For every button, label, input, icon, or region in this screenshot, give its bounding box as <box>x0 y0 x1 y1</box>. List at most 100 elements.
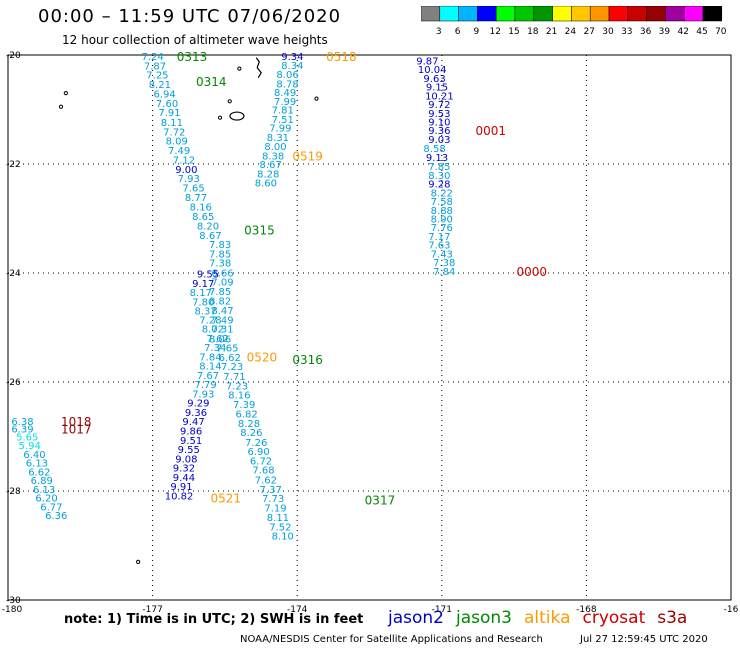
wave-height-value: 8.10 <box>272 532 294 543</box>
wave-height-value: 8.30 <box>428 171 450 182</box>
wave-height-value: 7.34 <box>204 343 226 354</box>
wave-height-value: 10.04 <box>418 65 447 76</box>
wave-height-value: 5.65 <box>16 433 38 444</box>
wave-height-value: 7.49 <box>168 146 190 157</box>
tongatapu-island-outline <box>229 111 245 121</box>
wave-height-value: 8.14 <box>199 362 221 373</box>
wave-height-value: 9.87 <box>416 56 438 67</box>
wave-height-value: 8.37 <box>194 307 216 318</box>
wave-height-value: 6.72 <box>250 456 272 467</box>
legend-item-altika: altika <box>524 608 571 628</box>
colorbar-label: 70 <box>715 27 727 37</box>
y-tick-label: -24 <box>6 269 21 279</box>
wave-height-value: 9.15 <box>426 83 448 94</box>
wave-height-value: 8.67 <box>260 160 282 171</box>
wave-height-value: 8.11 <box>161 118 183 129</box>
island-outline <box>58 104 64 109</box>
wave-height-value: 8.16 <box>228 391 250 402</box>
pass-id-label: 1018 <box>61 415 92 429</box>
footer-note: note: 1) Time is in UTC; 2) SWH is in fe… <box>64 612 364 627</box>
wave-height-value: 8.67 <box>199 231 221 242</box>
wave-height-value: 9.55 <box>178 445 200 456</box>
wave-height-value: 8.88 <box>431 206 453 217</box>
credit-line: NOAA/NESDIS Center for Satellite Applica… <box>240 634 543 645</box>
wave-height-value: 7.83 <box>209 240 231 251</box>
wave-height-value: 8.90 <box>431 215 453 226</box>
wave-height-value: 7.09 <box>211 278 233 289</box>
wave-height-value: 7.85 <box>209 249 231 260</box>
wave-height-value: 9.13 <box>426 153 448 164</box>
colorbar-label: 45 <box>696 27 707 37</box>
x-tick-label: -16 <box>724 605 739 615</box>
colorbar-label: 3 <box>436 27 442 37</box>
wave-height-value: 6.66 <box>211 268 233 279</box>
wave-height-value: 7.99 <box>274 97 296 108</box>
wave-height-value: 7.72 <box>163 127 185 138</box>
satellite-legend: jason2 jason3 altika cryosat s3a <box>388 608 699 628</box>
wave-height-value: 8.47 <box>211 306 233 317</box>
wave-height-value: 8.09 <box>166 137 188 148</box>
wave-height-value: 7.84 <box>433 267 455 278</box>
wave-height-value: 9.36 <box>185 408 207 419</box>
wave-height-value: 9.34 <box>281 52 303 63</box>
wave-height-value: 7.26 <box>245 438 267 449</box>
x-tick-label: -168 <box>576 605 597 615</box>
pass-id-label: 1017 <box>61 422 92 436</box>
colorbar-label: 36 <box>640 27 652 37</box>
wave-height-value: 7.84 <box>199 352 221 363</box>
chart-title: 00:00 – 11:59 UTC 07/06/2020 <box>38 6 342 27</box>
wave-height-value: 7.68 <box>252 466 274 477</box>
wave-height-value: 7.51 <box>272 115 294 126</box>
wave-height-value: 6.90 <box>248 447 270 458</box>
wave-height-value: 6.62 <box>28 467 50 478</box>
y-tick-label: -26 <box>6 378 21 388</box>
wave-height-value: 7.85 <box>428 162 450 173</box>
island-outline <box>237 66 242 71</box>
wave-height-value: 7.63 <box>428 241 450 252</box>
wave-height-value: 9.28 <box>428 180 450 191</box>
wave-height-value: 7.81 <box>272 106 294 117</box>
wave-height-value: 7.91 <box>158 108 180 119</box>
wave-height-value: 9.72 <box>428 100 450 111</box>
wave-height-value: 6.39 <box>11 424 33 435</box>
colorbar-label: 30 <box>602 27 614 37</box>
legend-item-s3a: s3a <box>657 608 688 628</box>
wave-height-value: 6.77 <box>40 502 62 513</box>
wave-height-value: 7.37 <box>260 485 282 496</box>
wave-height-value: 8.06 <box>276 70 298 81</box>
wave-height-value: 6.89 <box>31 476 53 487</box>
wave-height-value: 7.52 <box>269 522 291 533</box>
wave-height-value: 7.65 <box>182 183 204 194</box>
wave-height-value: 8.34 <box>281 61 303 72</box>
wave-height-value: 5.94 <box>19 441 41 452</box>
wave-height-value: 8.21 <box>149 80 171 91</box>
wave-height-value: 9.36 <box>428 126 450 137</box>
wave-height-value: 7.58 <box>431 197 453 208</box>
wave-height-value: 10.21 <box>425 91 454 102</box>
wave-height-value: 7.28 <box>199 315 221 326</box>
wave-height-value: 8.58 <box>423 144 445 155</box>
wave-height-value: 9.53 <box>428 109 450 120</box>
island-outline <box>227 99 232 104</box>
wave-height-value: 7.99 <box>269 123 291 134</box>
wave-height-value: 7.38 <box>433 258 455 269</box>
wave-height-value: 8.17 <box>190 288 212 299</box>
wave-height-value: 8.38 <box>262 151 284 162</box>
wave-height-value: 9.63 <box>423 74 445 85</box>
wave-height-value: 7.12 <box>173 156 195 167</box>
legend-item-jason3: jason3 <box>456 608 512 628</box>
pass-id-label: 0521 <box>210 492 241 506</box>
pass-id-label: 0313 <box>177 50 208 64</box>
wave-height-value: 8.60 <box>255 179 277 190</box>
wave-height-value: 7.39 <box>233 400 255 411</box>
chart-subtitle: 12 hour collection of altimeter wave hei… <box>62 33 328 47</box>
colorbar-label: 12 <box>489 27 500 37</box>
wave-height-value: 7.19 <box>264 503 286 514</box>
pass-id-label: 0001 <box>476 124 507 138</box>
wave-height-value: 7.65 <box>216 344 238 355</box>
wave-height-value: 8.65 <box>192 212 214 223</box>
wave-height-value: 8.22 <box>431 188 453 199</box>
wave-height-value: 9.44 <box>173 473 195 484</box>
